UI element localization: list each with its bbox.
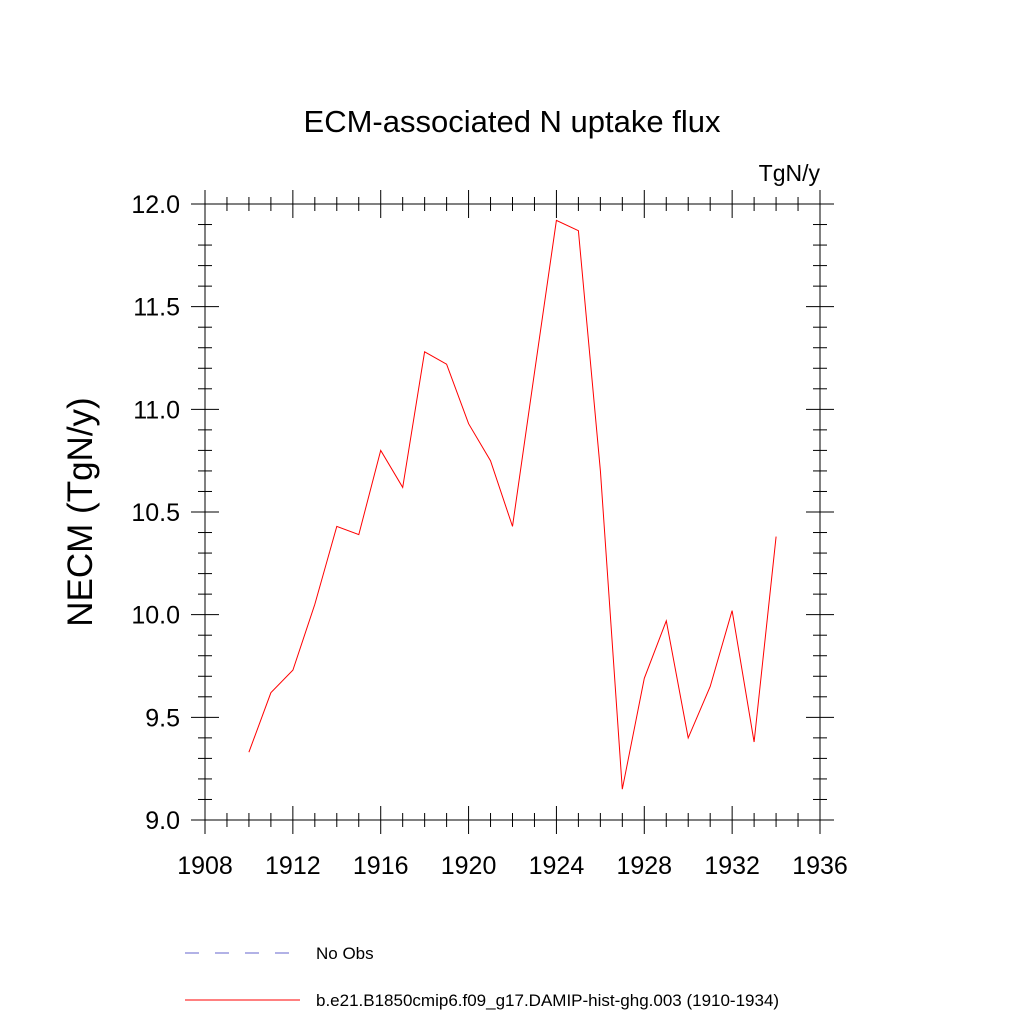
axis-ticks [191, 190, 834, 834]
x-tick-label: 1928 [616, 852, 672, 880]
x-tick-label: 1916 [353, 852, 409, 880]
x-tick-label: 1932 [704, 852, 760, 880]
x-tick-label: 1920 [441, 852, 497, 880]
y-tick-label: 9.5 [145, 704, 180, 732]
plot-frame [204, 203, 821, 821]
y-tick-label: 10.5 [131, 499, 180, 527]
x-tick-label: 1924 [529, 852, 585, 880]
series-group [248, 219, 777, 790]
legend-label-model: b.e21.B1850cmip6.f09_g17.DAMIP-hist-ghg.… [316, 991, 779, 1010]
y-tick-label: 9.0 [145, 807, 180, 835]
x-tick-label: 1912 [265, 852, 321, 880]
legend-label-no-obs: No Obs [316, 944, 374, 963]
y-tick-label: 11.5 [133, 294, 180, 322]
y-tick-label: 11.0 [133, 396, 180, 424]
y-tick-label: 10.0 [131, 602, 180, 630]
y-tick-labels: 9.0 9.5 10.0 10.5 11.0 11.5 12.0 [131, 191, 180, 835]
units-label: TgN/y [759, 160, 821, 186]
chart-title: ECM-associated N uptake flux [304, 104, 721, 139]
x-tick-labels: 1908 1912 1916 1920 1924 1928 1932 1936 [177, 852, 848, 880]
x-tick-label: 1908 [177, 852, 233, 880]
legend: No Obs b.e21.B1850cmip6.f09_g17.DAMIP-hi… [185, 944, 779, 1010]
series-line [248, 219, 777, 790]
x-tick-label: 1936 [792, 852, 848, 880]
y-axis-label: NECM (TgN/y) [61, 397, 100, 626]
y-tick-label: 12.0 [131, 191, 180, 219]
